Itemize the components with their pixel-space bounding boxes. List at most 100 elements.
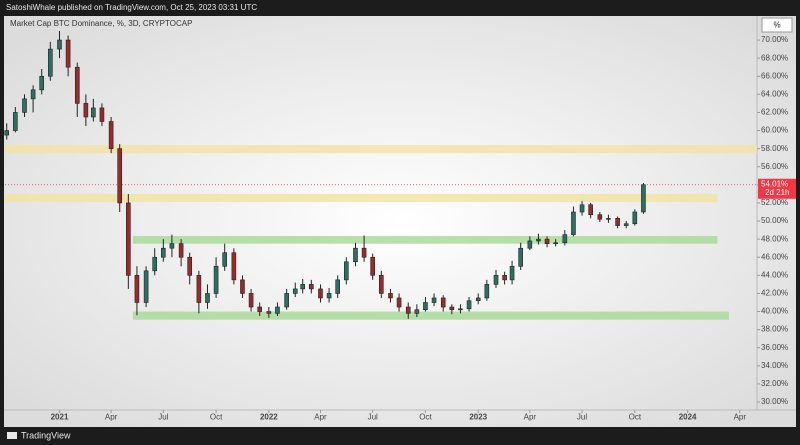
x-tick-label: Oct: [629, 413, 642, 422]
y-tick-label: 66.00%: [761, 71, 788, 80]
candle-body: [615, 218, 620, 226]
candle-body: [466, 300, 472, 310]
y-tick-label: 68.00%: [761, 53, 788, 62]
candle-body: [187, 256, 193, 276]
y-tick-label: 70.00%: [761, 35, 788, 44]
x-tick-label: 2024: [679, 413, 697, 422]
candle-body: [326, 293, 332, 299]
candle-body: [509, 265, 515, 281]
candle-body: [284, 293, 289, 308]
candle-body: [588, 204, 593, 216]
y-tick-label: 36.00%: [761, 343, 788, 352]
brand: TradingView: [7, 430, 71, 440]
candle-body: [108, 121, 114, 149]
y-tick-label: 52.00%: [761, 198, 788, 207]
x-tick-label: Jul: [158, 413, 168, 422]
x-tick-label: Oct: [419, 413, 432, 422]
candle-body: [632, 211, 638, 225]
candle-body: [396, 297, 402, 308]
x-tick-label: Jul: [368, 413, 378, 422]
candle-body: [493, 275, 499, 285]
x-tick-label: Apr: [524, 413, 537, 422]
zone: [132, 235, 718, 244]
candle-body: [169, 243, 175, 249]
candle-body: [266, 311, 272, 314]
y-tick-label: 48.00%: [761, 234, 788, 243]
x-tick-label: 2023: [469, 413, 487, 422]
candle-body: [99, 107, 105, 122]
candle-body: [91, 107, 96, 118]
candle-body: [449, 306, 455, 311]
candle-body: [335, 279, 340, 294]
scale-button-label: %: [773, 21, 780, 30]
candle-body: [606, 218, 611, 220]
candle-body: [178, 243, 184, 258]
candle-body: [475, 297, 481, 301]
scale-button[interactable]: [761, 17, 793, 33]
y-tick-label: 46.00%: [761, 252, 788, 261]
chart-background: [4, 16, 796, 427]
candle-body: [240, 279, 245, 294]
last-price-box: [758, 178, 796, 199]
candle-body: [641, 184, 646, 213]
y-tick-label: 58.00%: [761, 144, 788, 153]
candle-body: [13, 112, 18, 131]
candle-body: [484, 284, 490, 299]
candle-body: [48, 48, 53, 77]
zone: [5, 145, 757, 154]
x-tick-label: Apr: [734, 413, 747, 422]
zone: [132, 311, 729, 320]
x-tick-label: 2021: [51, 413, 69, 422]
candle-body: [440, 297, 446, 308]
y-tick-label: 38.00%: [761, 325, 788, 334]
candle-body: [231, 252, 237, 281]
y-tick-label: 30.00%: [761, 397, 788, 406]
y-tick-label: 42.00%: [761, 289, 788, 298]
candle-body: [292, 288, 298, 294]
candle-body: [527, 240, 533, 249]
candle-body: [553, 242, 558, 245]
candle-body: [205, 293, 210, 303]
candle-body: [536, 238, 541, 242]
x-tick-label: Oct: [210, 413, 223, 422]
y-tick-label: 32.00%: [761, 379, 788, 388]
x-tick-label: Apr: [314, 413, 327, 422]
y-tick-label: 40.00%: [761, 307, 788, 316]
candle-body: [275, 306, 280, 314]
candle-body: [196, 275, 202, 303]
candle-body: [579, 204, 585, 213]
plot-area: [4, 31, 757, 320]
candle-body: [318, 288, 323, 299]
y-tick-label: 64.00%: [761, 89, 788, 98]
y-tick-label: 56.00%: [761, 162, 788, 171]
x-tick-label: Apr: [105, 413, 118, 422]
candle-body: [30, 89, 36, 100]
candle-body: [623, 223, 629, 226]
candle-body: [353, 247, 358, 263]
candle-body: [502, 275, 507, 281]
candle-body: [597, 214, 603, 220]
candle-body: [83, 103, 89, 118]
candle-body: [388, 293, 393, 299]
candle-body: [74, 66, 80, 104]
candle-body: [134, 275, 140, 303]
candle-body: [562, 234, 568, 244]
candle-body: [571, 211, 576, 235]
brand-logo: [7, 432, 17, 439]
candle-body: [431, 297, 437, 303]
candle-body: [4, 130, 10, 136]
candle-body: [370, 256, 375, 276]
byline: SatoshiWhale published on TradingView.co…: [6, 3, 257, 12]
candle-body: [257, 306, 262, 312]
candle-body: [126, 202, 131, 276]
candle-body: [57, 39, 62, 50]
candle-body: [405, 306, 411, 314]
candle-body: [300, 284, 306, 290]
brand-name: TradingView: [21, 430, 71, 440]
y-tick-label: 34.00%: [761, 361, 788, 370]
candle-body: [518, 247, 523, 267]
y-tick-label: 44.00%: [761, 270, 788, 279]
candle-body: [458, 308, 463, 311]
candle-body: [39, 75, 45, 91]
